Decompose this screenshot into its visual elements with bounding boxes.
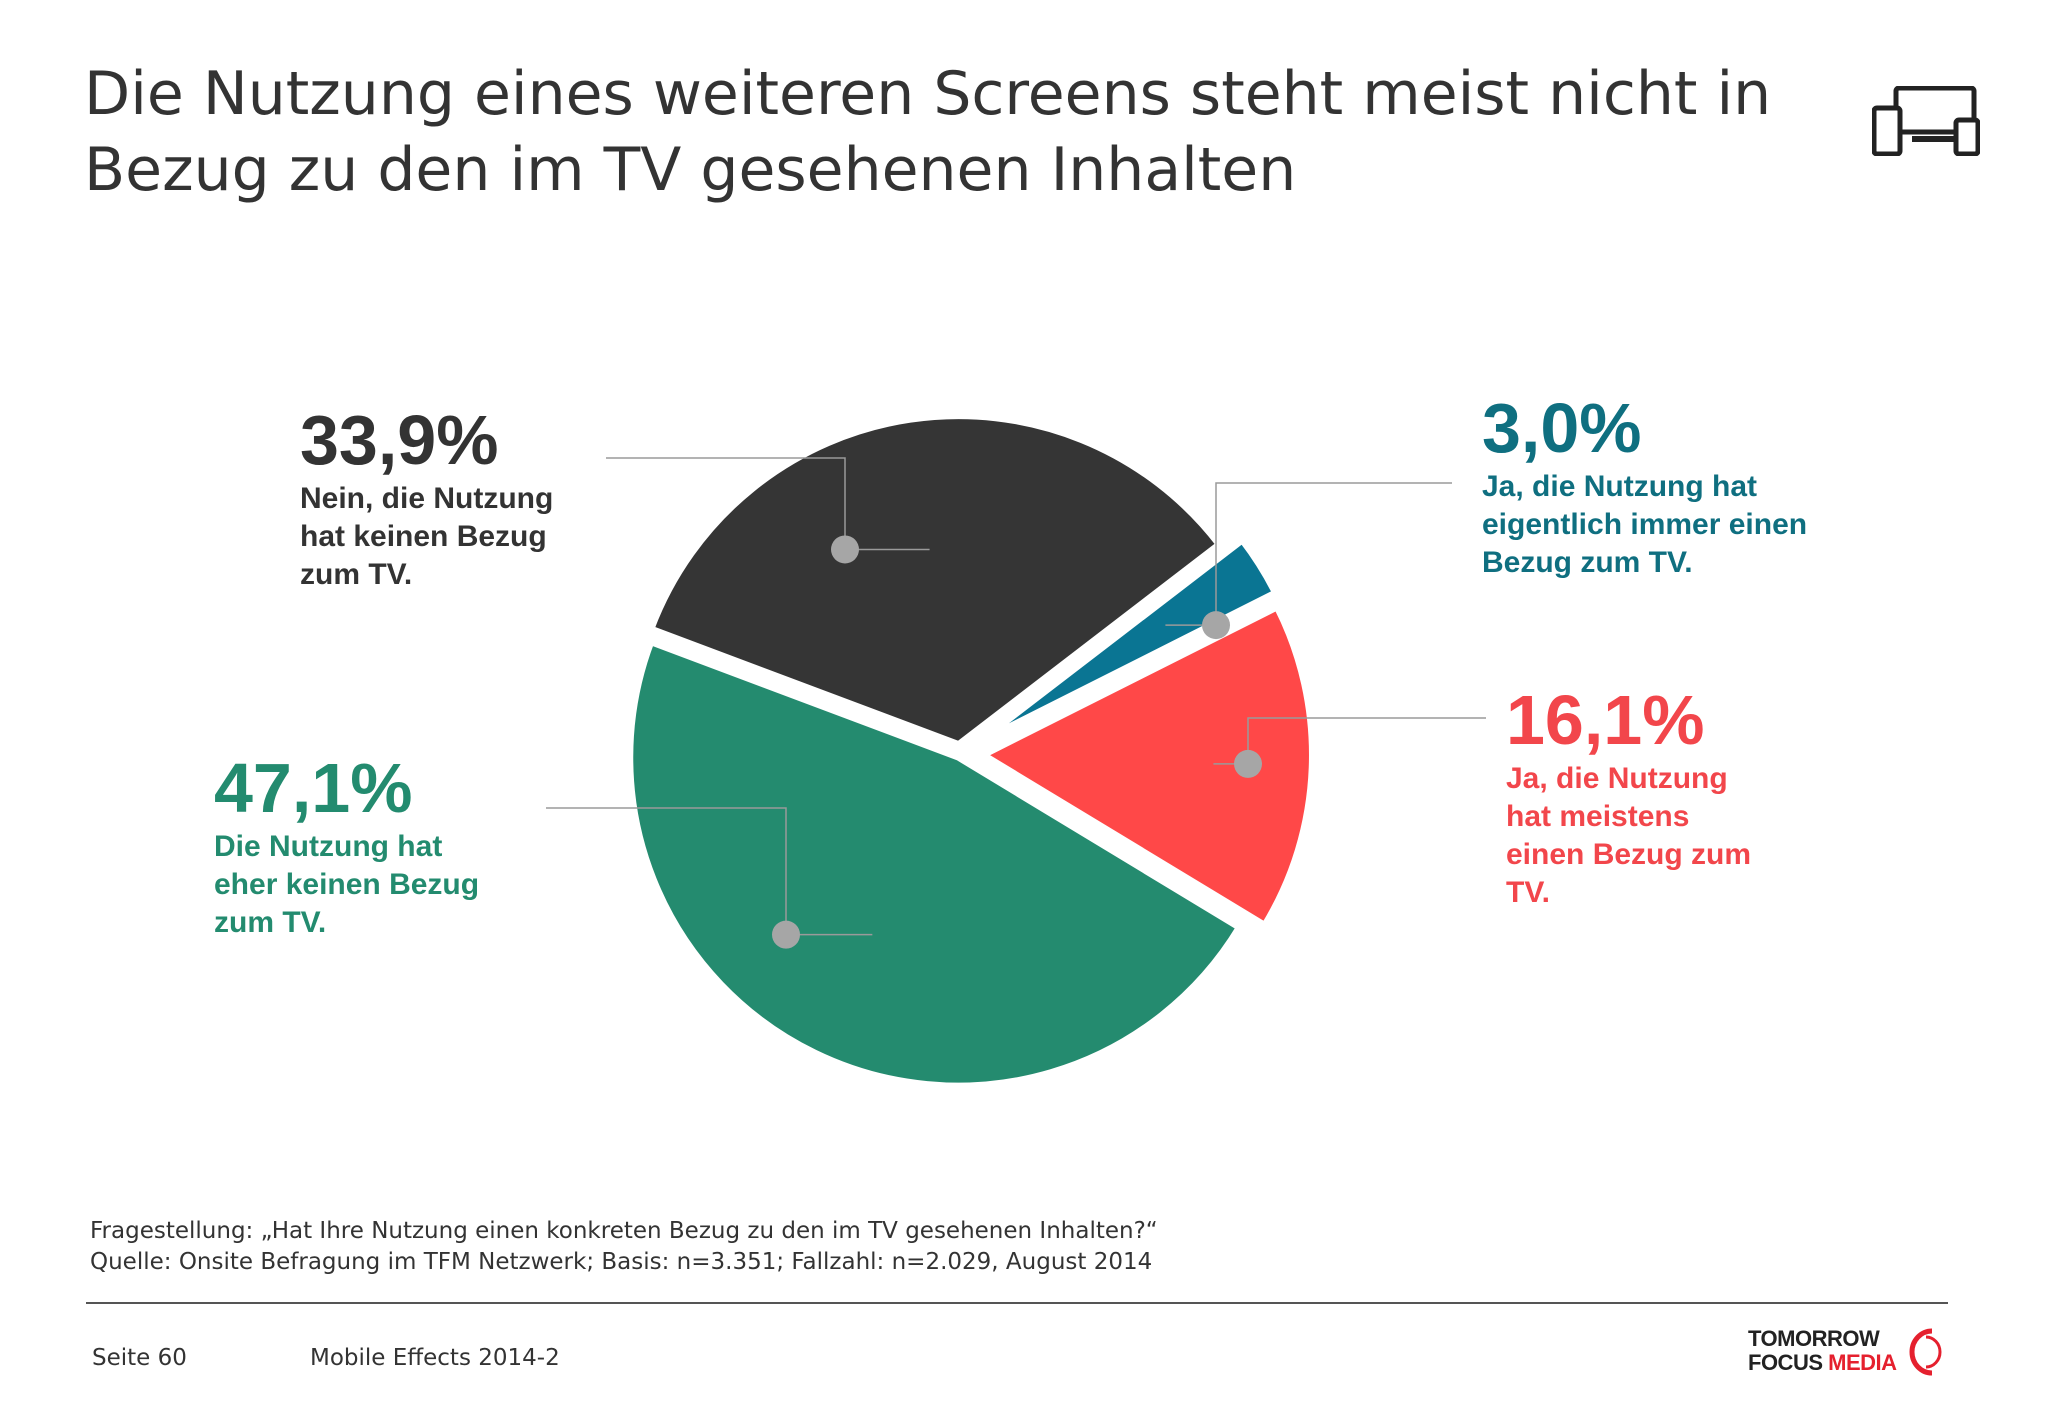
slice-label-mostly-pct: 16,1%	[1506, 681, 1705, 759]
logo-media: MEDIA	[1828, 1350, 1897, 1375]
label-always: 3,0% Ja, die Nutzung hat eigentlich imme…	[1482, 388, 1882, 582]
slice-label-mostly-desc: Ja, die Nutzung hat meistens einen Bezug…	[1506, 762, 1752, 909]
slice-label-no-pct: 33,9%	[300, 401, 499, 479]
leader-line-mostly	[1213, 717, 1486, 765]
slice-label-always-desc: Ja, die Nutzung hat eigentlich immer ein…	[1482, 470, 1808, 579]
logo-mark-icon	[1909, 1328, 1942, 1376]
logo-line-2: FOCUS MEDIA	[1748, 1351, 1897, 1375]
pie-slice-rather-not	[627, 638, 1243, 1089]
leader-dot-always	[1202, 611, 1230, 640]
devices-icon	[1872, 86, 1980, 156]
footnote-question: Fragestellung: „Hat Ihre Nutzung einen k…	[90, 1218, 1158, 1244]
leader-line-no	[606, 457, 930, 551]
pie-slice-mostly	[977, 603, 1315, 929]
leader-dot-no	[831, 535, 859, 564]
slice-label-always-pct: 3,0%	[1482, 389, 1642, 467]
leader-line-always	[1165, 482, 1452, 626]
leader-dot-rather-not	[772, 920, 800, 949]
company-logo: TOMORROW FOCUS MEDIA	[1748, 1327, 1958, 1379]
pie-slice-no	[647, 413, 1223, 748]
footer-divider	[86, 1302, 1948, 1304]
report-name: Mobile Effects 2014-2	[310, 1345, 560, 1371]
label-rather-not: 47,1% Die Nutzung hat eher keinen Bezug …	[214, 748, 484, 942]
pie-slice-always	[980, 536, 1280, 743]
logo-focus: FOCUS	[1748, 1350, 1823, 1375]
leader-line-rather-not	[546, 807, 873, 936]
label-mostly: 16,1% Ja, die Nutzung hat meistens einen…	[1506, 680, 1776, 912]
page-number: Seite 60	[92, 1345, 187, 1371]
slice-label-rather-not-pct: 47,1%	[214, 749, 413, 827]
logo-line-1: TOMORROW	[1748, 1326, 1880, 1351]
label-no: 33,9% Nein, die Nutzung hat keinen Bezug…	[300, 400, 590, 594]
footnote-source: Quelle: Onsite Befragung im TFM Netzwerk…	[90, 1249, 1153, 1275]
page-title: Die Nutzung eines weiteren Screens steht…	[84, 59, 1772, 205]
leader-dot-mostly	[1234, 749, 1262, 778]
slice-label-no-desc: Nein, die Nutzung hat keinen Bezug zum T…	[300, 482, 554, 591]
slice-label-rather-not-desc: Die Nutzung hat eher keinen Bezug zum TV…	[214, 830, 480, 939]
